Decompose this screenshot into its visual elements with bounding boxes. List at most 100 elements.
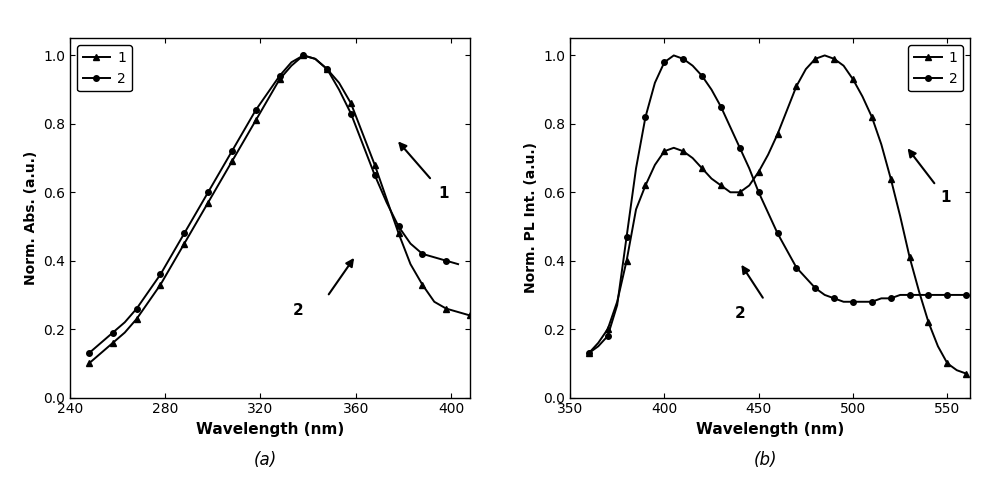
2: [790, 265, 802, 271]
2: [866, 299, 878, 305]
X-axis label: Wavelength (nm): Wavelength (nm): [196, 422, 344, 437]
2: [214, 169, 226, 175]
1: [630, 206, 642, 212]
2: [166, 251, 178, 257]
1: [404, 261, 416, 267]
2: [639, 114, 651, 120]
1: [381, 196, 393, 202]
2: [932, 292, 944, 298]
1: [202, 200, 214, 205]
2: [687, 63, 699, 68]
2: [357, 141, 369, 147]
2: [250, 107, 262, 113]
1: [706, 176, 718, 182]
2: [856, 299, 868, 305]
1: [357, 131, 369, 137]
1: [262, 97, 274, 103]
2: [781, 248, 793, 253]
1: [178, 241, 190, 247]
1: [166, 261, 178, 267]
1: [932, 343, 944, 349]
2: [321, 66, 333, 72]
2: [762, 210, 774, 216]
1: [904, 254, 916, 260]
2: [668, 53, 680, 58]
1: [885, 176, 897, 182]
2: [95, 340, 107, 346]
2: [894, 292, 906, 298]
1: [621, 258, 633, 263]
1: [762, 152, 774, 158]
X-axis label: Wavelength (nm): Wavelength (nm): [696, 422, 844, 437]
Legend: 1, 2: 1, 2: [77, 45, 132, 91]
1: [285, 63, 297, 68]
1: [800, 66, 812, 72]
1: [856, 93, 868, 99]
2: [706, 87, 718, 92]
1: [866, 114, 878, 120]
1: [611, 299, 623, 305]
1: [753, 169, 765, 175]
1: [309, 56, 321, 62]
1: [143, 299, 155, 305]
2: [875, 296, 887, 301]
1: [190, 220, 202, 226]
1: [743, 182, 755, 188]
2: [404, 241, 416, 247]
2: [922, 292, 934, 298]
1: [416, 282, 428, 287]
1: [83, 361, 95, 366]
1: [960, 371, 972, 376]
1: [440, 306, 452, 311]
2: [440, 258, 452, 263]
1: [724, 189, 736, 195]
2: [715, 104, 727, 110]
2: [885, 296, 897, 301]
2: [734, 145, 746, 151]
2: [309, 56, 321, 62]
Text: 2: 2: [293, 303, 304, 318]
2: [190, 210, 202, 216]
1: [790, 83, 802, 89]
2: [649, 80, 661, 86]
Line: 1: 1: [586, 53, 969, 376]
1: [274, 77, 286, 82]
2: [285, 59, 297, 65]
Line: 1: 1: [86, 53, 473, 366]
1: [809, 56, 821, 62]
1: [452, 309, 464, 315]
Text: 1: 1: [940, 190, 951, 205]
2: [941, 292, 953, 298]
2: [345, 111, 357, 116]
2: [819, 292, 831, 298]
1: [107, 340, 119, 346]
2: [913, 292, 925, 298]
2: [297, 53, 309, 58]
1: [781, 107, 793, 113]
1: [828, 56, 840, 62]
1: [602, 326, 614, 332]
1: [226, 159, 238, 164]
2: [904, 292, 916, 298]
Line: 2: 2: [86, 53, 461, 356]
1: [941, 361, 953, 366]
2: [677, 56, 689, 62]
2: [83, 350, 95, 356]
1: [677, 148, 689, 154]
1: [687, 155, 699, 161]
2: [393, 224, 405, 229]
2: [583, 350, 595, 356]
2: [107, 330, 119, 335]
2: [696, 73, 708, 79]
1: [715, 182, 727, 188]
Text: 2: 2: [734, 306, 745, 321]
2: [847, 299, 859, 305]
2: [743, 165, 755, 171]
Text: (b): (b): [753, 451, 777, 469]
2: [960, 292, 972, 298]
1: [345, 101, 357, 106]
2: [838, 299, 850, 305]
2: [630, 165, 642, 171]
1: [922, 319, 934, 325]
Y-axis label: Norm. Abs. (a.u.): Norm. Abs. (a.u.): [24, 151, 38, 285]
